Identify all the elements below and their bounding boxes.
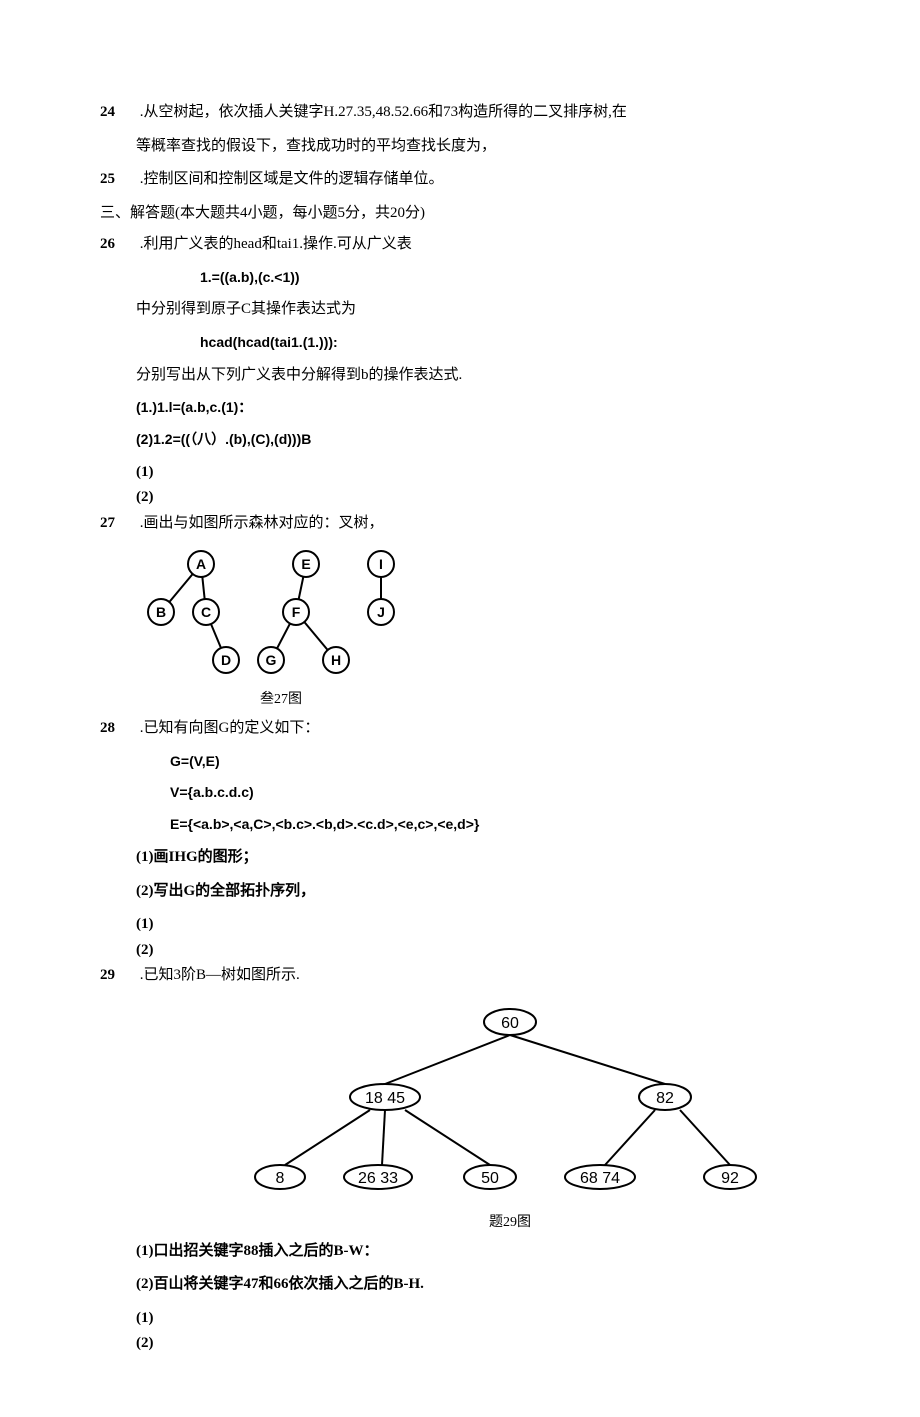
- svg-text:60: 60: [501, 1015, 519, 1032]
- q26-mid: 中分别得到原子C其操作表达式为: [100, 297, 820, 323]
- q26: 26 .利用广义表的head和tai1.操作.可从广义表: [100, 232, 820, 258]
- svg-text:8: 8: [276, 1170, 285, 1187]
- q28-p1: (1)画IHG的图形；: [100, 845, 820, 871]
- q28-text: .已知有向图G的定义如下：: [140, 716, 820, 742]
- forest-diagram: A B C D E F G H I J: [136, 544, 426, 684]
- q24: 24 .从空树起，依次插人关键字H.27.35,48.52.66和73构造所得的…: [100, 100, 820, 126]
- q28-answers: (1) (2): [100, 912, 820, 963]
- q29-a2: (2): [136, 1331, 820, 1357]
- q28-g1: G=(V,E): [100, 750, 820, 774]
- q26-tail: 分别写出从下列广义表中分解得到b的操作表达式.: [100, 363, 820, 389]
- q25-text: .控制区间和控制区域是文件的逻辑存储单位。: [140, 167, 820, 193]
- svg-text:92: 92: [721, 1170, 739, 1187]
- q27-text: .画出与如图所示森林对应的：叉树，: [140, 511, 820, 537]
- q27: 27 .画出与如图所示森林对应的：叉树，: [100, 511, 820, 537]
- q29-p2: (2)百山将关键字47和66依次插入之后的B-H.: [100, 1272, 820, 1298]
- q28-g2: V={a.b.c.d.c): [100, 781, 820, 805]
- q28: 28 .已知有向图G的定义如下：: [100, 716, 820, 742]
- svg-text:H: H: [331, 652, 341, 668]
- svg-text:E: E: [301, 556, 310, 572]
- q26-num: 26: [100, 232, 136, 258]
- q26-p1: (1.)1.l=(a.b,c.(1)：: [100, 396, 820, 420]
- q25: 25 .控制区间和控制区域是文件的逻辑存储单位。: [100, 167, 820, 193]
- svg-text:A: A: [196, 556, 206, 572]
- svg-text:G: G: [266, 652, 277, 668]
- svg-text:J: J: [377, 604, 385, 620]
- svg-text:18 45: 18 45: [365, 1090, 405, 1107]
- q26-a2: (2): [136, 485, 820, 511]
- q27-figure: A B C D E F G H I J 叁27图: [100, 544, 820, 708]
- svg-text:D: D: [221, 652, 231, 668]
- svg-text:B: B: [156, 604, 166, 620]
- q29-num: 29: [100, 963, 136, 989]
- q29-text: .已知3阶B—树如图所示.: [140, 963, 820, 989]
- q24-text-a: .从空树起，依次插人关键字H.27.35,48.52.66和73构造所得的二叉排…: [140, 100, 820, 126]
- btree-diagram: 60 18 45 82 8 26 33 50 68 74 92: [210, 997, 810, 1207]
- q28-a1: (1): [136, 912, 820, 938]
- section-3-title: 三、解答题(本大题共4小题，每小题5分，共20分): [100, 201, 820, 227]
- q26-answers: (1) (2): [100, 460, 820, 511]
- svg-text:I: I: [379, 556, 383, 572]
- q28-a2: (2): [136, 938, 820, 964]
- svg-text:50: 50: [481, 1170, 499, 1187]
- q24-text-b: 等概率查找的假设下，查找成功时的平均查找长度为，: [100, 134, 820, 160]
- q26-text: .利用广义表的head和tai1.操作.可从广义表: [140, 232, 820, 258]
- q28-num: 28: [100, 716, 136, 742]
- q28-p2: (2)写出G的全部拓扑序列，: [100, 879, 820, 905]
- q29-answers: (1) (2): [100, 1306, 820, 1357]
- svg-text:C: C: [201, 604, 211, 620]
- exam-page: 24 .从空树起，依次插人关键字H.27.35,48.52.66和73构造所得的…: [0, 0, 920, 1417]
- q29-a1: (1): [136, 1306, 820, 1332]
- q29-figure: 60 18 45 82 8 26 33 50 68 74 92 题29图: [210, 997, 820, 1231]
- q26-formula2: hcad(hcad(tai1.(1.))):: [100, 331, 820, 355]
- q29: 29 .已知3阶B—树如图所示.: [100, 963, 820, 989]
- q29-p1: (1)口出招关键字88插入之后的B-W：: [100, 1239, 820, 1265]
- q27-caption: 叁27图: [136, 688, 426, 708]
- q25-num: 25: [100, 167, 136, 193]
- q26-formula1: 1.=((a.b),(c.<1)): [100, 266, 820, 290]
- q26-a1: (1): [136, 460, 820, 486]
- q24-num: 24: [100, 100, 136, 126]
- q27-num: 27: [100, 511, 136, 537]
- svg-text:F: F: [292, 604, 301, 620]
- q26-p2: (2)1.2=((（八）.(b),(C),(d)))B: [100, 428, 820, 452]
- q29-caption: 题29图: [210, 1211, 810, 1231]
- svg-text:26 33: 26 33: [358, 1170, 398, 1187]
- q28-g3: E={<a.b>,<a,C>,<b.c>.<b,d>.<c.d>,<e,c>,<…: [100, 813, 820, 837]
- svg-text:82: 82: [656, 1090, 674, 1107]
- svg-text:68 74: 68 74: [580, 1170, 620, 1187]
